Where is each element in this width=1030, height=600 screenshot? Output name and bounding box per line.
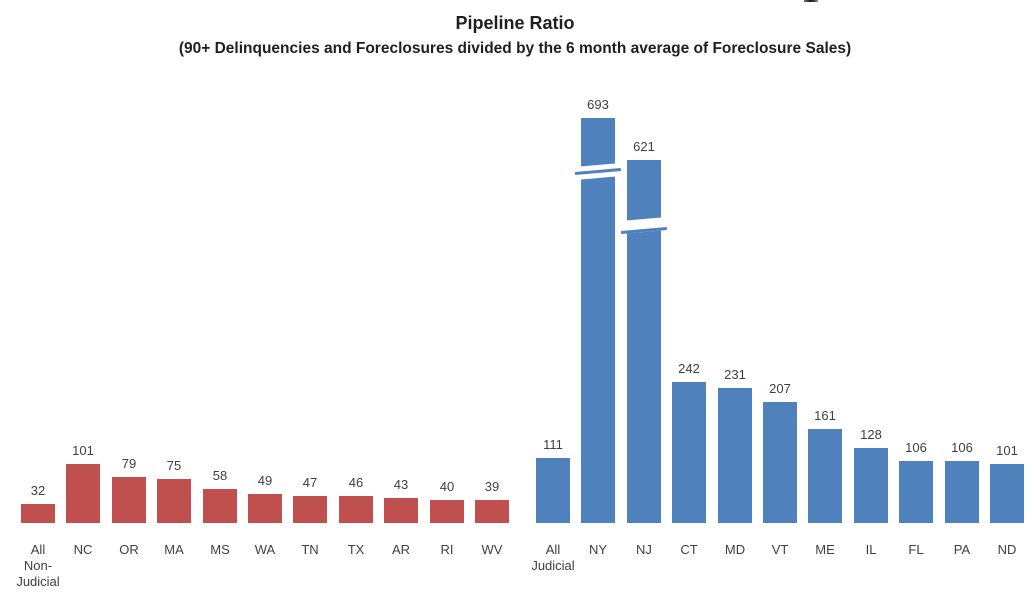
chart-title: Pipeline Ratio <box>455 13 575 33</box>
tick-label-ny: NY <box>588 542 608 557</box>
tick-label-or: OR <box>119 542 139 557</box>
bar-ms <box>203 489 237 523</box>
bar-md <box>718 388 752 523</box>
value-label-me: 161 <box>814 408 836 423</box>
bar-vt <box>763 402 797 523</box>
value-label-ri: 40 <box>439 479 455 494</box>
value-label-ct: 242 <box>678 361 700 376</box>
tick-label-ms: MS <box>210 542 230 557</box>
tick-label-pa: PA <box>953 542 971 557</box>
tick-label-ar: AR <box>391 542 411 557</box>
tick-label-fl: FL <box>908 542 924 557</box>
value-label-nd: 101 <box>996 443 1018 458</box>
bar-il <box>854 448 888 523</box>
value-label-md: 231 <box>724 367 746 382</box>
value-label-ny: 693 <box>587 97 609 112</box>
bar-tn <box>293 496 327 523</box>
value-label-pa: 106 <box>951 440 973 455</box>
value-label-tx: 46 <box>348 475 364 490</box>
bar-ar <box>384 498 418 523</box>
value-label-wv: 39 <box>484 479 500 494</box>
bar-ny <box>574 118 622 523</box>
bar-all-non-judicial <box>21 504 55 523</box>
value-label-tn: 47 <box>302 475 318 490</box>
value-label-vt: 207 <box>769 381 791 396</box>
bar-or <box>112 477 146 523</box>
bar-nj <box>620 160 668 523</box>
tick-label-nd: ND <box>997 542 1017 557</box>
bar-me <box>808 429 842 523</box>
bar-nc <box>66 464 100 523</box>
tick-label-vt: VT <box>771 542 789 557</box>
bar-ct <box>672 382 706 523</box>
tick-label-tn: TN <box>301 542 319 557</box>
value-label-all-non-judicial: 32 <box>30 483 46 498</box>
tick-label-wv: WV <box>481 542 503 557</box>
value-label-or: 79 <box>121 456 137 471</box>
tick-label-all-non-judicial: All Non- Judicial <box>16 542 60 589</box>
tick-label-wa: WA <box>254 542 276 557</box>
value-label-wa: 49 <box>257 473 273 488</box>
value-label-fl: 106 <box>905 440 927 455</box>
tick-label-ri: RI <box>440 542 454 557</box>
bar-ma <box>157 479 191 523</box>
tick-label-me: ME <box>815 542 835 557</box>
bar-fl <box>899 461 933 523</box>
bar-tx <box>339 496 373 523</box>
value-label-all-judicial: 111 <box>543 437 563 452</box>
bar-pa <box>945 461 979 523</box>
bar-nd <box>990 464 1024 523</box>
bar-wv <box>475 500 509 523</box>
top-edge-artifact <box>804 0 818 2</box>
tick-label-all-judicial: All Judicial <box>531 542 575 573</box>
bar-ri <box>430 500 464 523</box>
tick-label-nj: NJ <box>636 542 652 557</box>
value-label-il: 128 <box>860 427 882 442</box>
value-label-nj: 621 <box>633 139 655 154</box>
bar-wa <box>248 494 282 523</box>
tick-label-md: MD <box>724 542 746 557</box>
value-label-nc: 101 <box>72 443 94 458</box>
tick-label-ma: MA <box>164 542 184 557</box>
tick-label-nc: NC <box>73 542 93 557</box>
tick-label-tx: TX <box>347 542 365 557</box>
value-label-ms: 58 <box>212 468 228 483</box>
chart-subtitle: (90+ Delinquencies and Foreclosures divi… <box>178 40 852 57</box>
value-label-ma: 75 <box>166 458 182 473</box>
bar-all-judicial <box>536 458 570 523</box>
tick-label-ct: CT <box>680 542 698 557</box>
value-label-ar: 43 <box>393 477 409 492</box>
tick-label-il: IL <box>865 542 877 557</box>
